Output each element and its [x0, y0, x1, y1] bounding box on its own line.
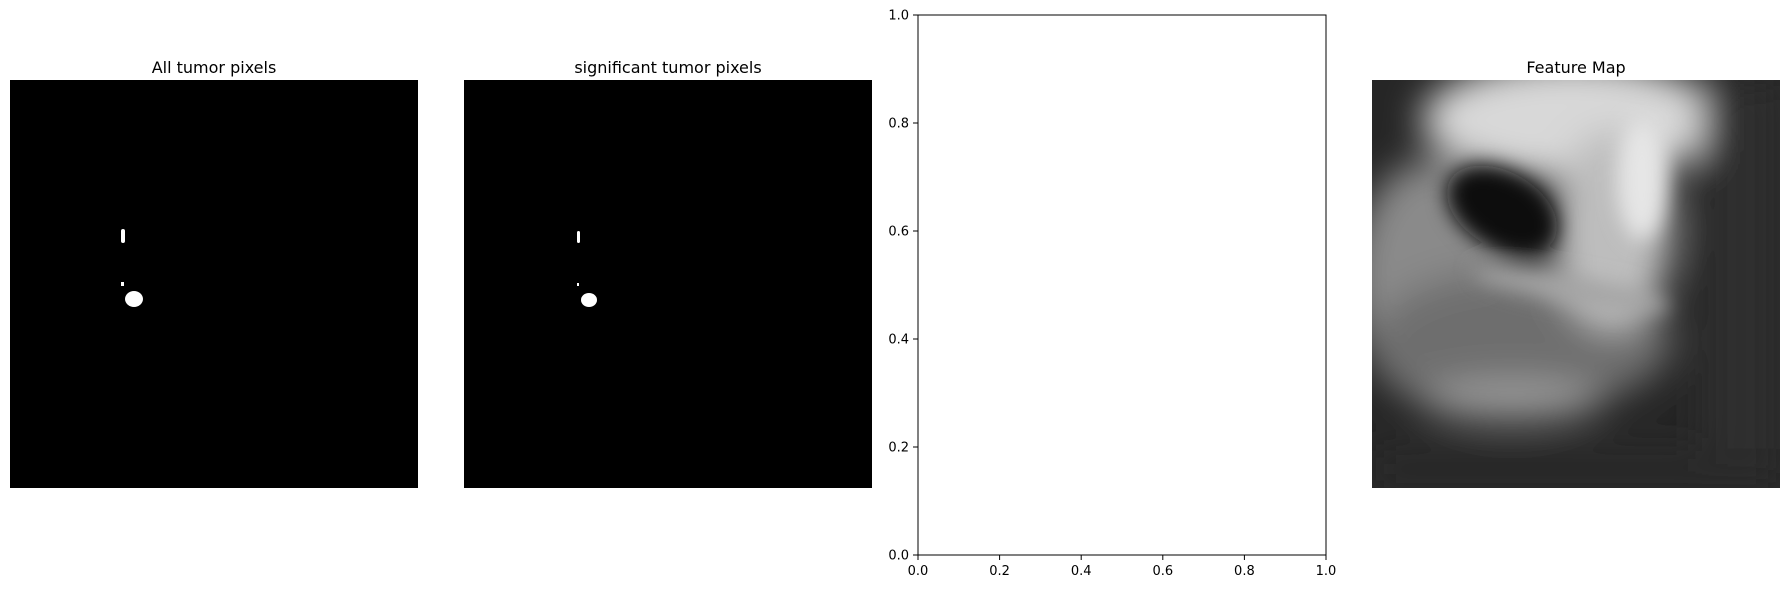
- panel-title-feature-map: Feature Map: [1526, 58, 1626, 77]
- panel-title-all-tumor: All tumor pixels: [151, 58, 277, 77]
- tumor-blob: [121, 282, 124, 286]
- y-tick-label: 0.0: [888, 549, 909, 564]
- y-tick-label: 1.0: [888, 9, 909, 24]
- y-tick-label: 0.8: [888, 117, 909, 132]
- all-tumor-mask-image: [10, 80, 418, 488]
- x-tick-label: 0.2: [989, 564, 1010, 579]
- tumor-blob: [577, 283, 579, 286]
- feature-map-image: [1372, 80, 1780, 488]
- tumor-blob: [577, 231, 580, 243]
- x-tick-label: 1.0: [1316, 564, 1337, 579]
- y-tick-label: 0.4: [888, 333, 909, 348]
- y-tick-label: 0.2: [888, 441, 909, 456]
- x-tick-label: 0.4: [1071, 564, 1092, 579]
- significant-tumor-mask-image: [464, 80, 872, 488]
- x-tick-label: 0.0: [908, 564, 929, 579]
- y-tick-label: 0.6: [888, 225, 909, 240]
- x-tick-label: 0.6: [1152, 564, 1173, 579]
- x-tick-label: 0.8: [1234, 564, 1255, 579]
- tumor-blob: [125, 291, 143, 307]
- tumor-blob: [581, 293, 597, 307]
- axes-frame: [917, 14, 1327, 556]
- tumor-blob: [121, 229, 125, 243]
- panel-title-significant-tumor: significant tumor pixels: [574, 58, 762, 77]
